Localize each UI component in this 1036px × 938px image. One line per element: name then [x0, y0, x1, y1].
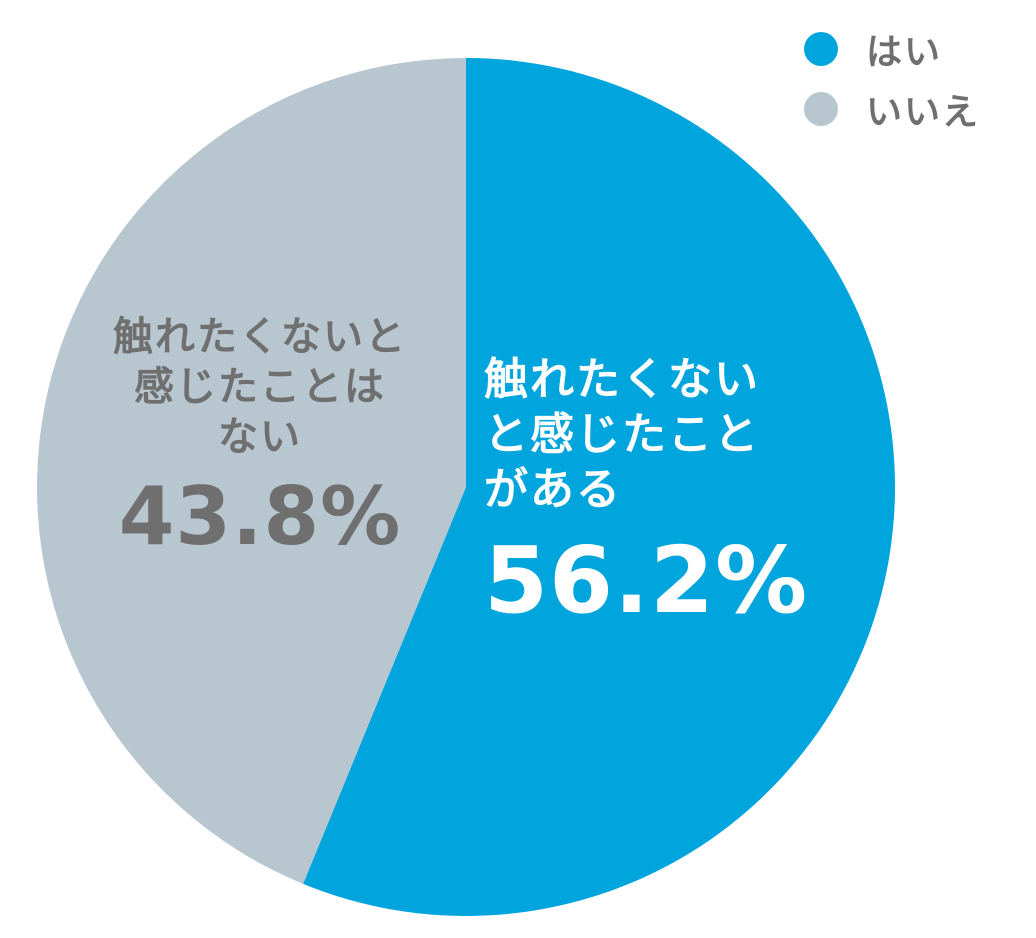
legend-label-yes: はい — [866, 32, 943, 73]
legend-item-yes[interactable]: はい — [804, 26, 980, 73]
slice-category-no-line-3: ない — [218, 414, 302, 460]
legend: はい いいえ — [804, 26, 980, 146]
slice-value-no: 43.8% — [118, 470, 402, 563]
slice-label-yes: 触れたくない と感じたこと がある 56.2% — [484, 352, 824, 634]
legend-swatch-no — [804, 92, 838, 126]
pie-slice-no[interactable] — [36, 58, 467, 884]
slice-category-yes-line-1: 触れたくない — [484, 354, 760, 405]
legend-label-no: いいえ — [866, 92, 981, 133]
slice-category-yes-line-2: と感じたこと — [484, 409, 760, 460]
pie-slice-yes[interactable] — [303, 58, 895, 916]
legend-item-no[interactable]: いいえ — [804, 86, 981, 133]
slice-label-no: 触れたくないと 感じたことは ない 43.8% — [80, 312, 440, 563]
slice-category-no-line-2: 感じたことは — [134, 364, 386, 410]
legend-swatch-yes — [804, 32, 838, 66]
slice-category-yes-line-3: がある — [484, 464, 622, 515]
slice-value-yes: 56.2% — [484, 527, 809, 634]
slice-category-no-line-1: 触れたくないと — [113, 314, 407, 360]
